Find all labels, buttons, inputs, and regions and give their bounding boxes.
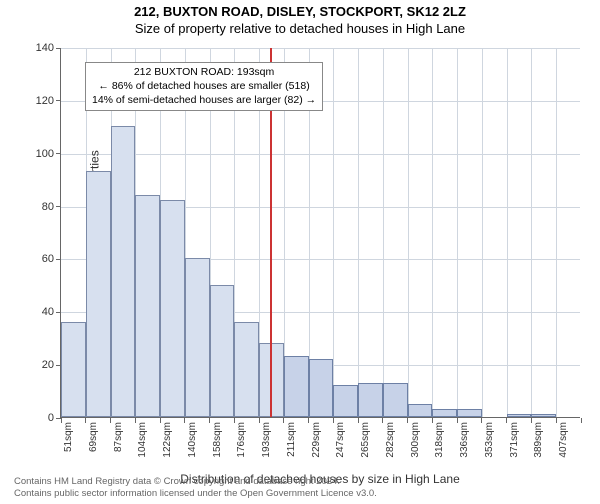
x-tick-label: 69sqm [88, 422, 99, 452]
bar-larger [284, 356, 309, 417]
x-tick-mark [382, 418, 383, 423]
x-tick-mark [259, 418, 260, 423]
bar-smaller [86, 171, 111, 417]
annotation-line-3: 14% of semi-detached houses are larger (… [92, 93, 316, 107]
footer-line-1: Contains HM Land Registry data © Crown c… [14, 476, 377, 488]
x-tick-mark [407, 418, 408, 423]
x-tick-label: 282sqm [385, 422, 396, 458]
x-tick-mark [209, 418, 210, 423]
y-tick-label: 20 [42, 359, 54, 371]
bar-larger [531, 414, 556, 417]
annotation-box: 212 BUXTON ROAD: 193sqm← 86% of detached… [85, 62, 323, 111]
bar-larger [432, 409, 457, 417]
bar-larger [358, 383, 383, 417]
y-tick-label: 80 [42, 201, 54, 213]
x-tick-label: 265sqm [360, 422, 371, 458]
x-tick-mark [135, 418, 136, 423]
x-tick-label: 371sqm [509, 422, 520, 458]
annotation-line-2: ← 86% of detached houses are smaller (51… [92, 79, 316, 93]
bar-larger [383, 383, 408, 417]
x-tick-label: 318sqm [434, 422, 445, 458]
x-tick-mark [308, 418, 309, 423]
y-tick-label: 40 [42, 306, 54, 318]
y-tick-label: 100 [36, 148, 54, 160]
x-tick-label: 211sqm [286, 422, 297, 457]
x-tick-label: 140sqm [187, 422, 198, 458]
x-tick-mark [481, 418, 482, 423]
title-subtitle: Size of property relative to detached ho… [0, 21, 600, 36]
footer-line-2: Contains public sector information licen… [14, 488, 377, 500]
bar-larger [309, 359, 334, 417]
bar-larger [408, 404, 433, 417]
x-tick-label: 336sqm [459, 422, 470, 458]
x-tick-label: 51sqm [63, 422, 74, 452]
x-tick-mark [506, 418, 507, 423]
y-tick-label: 0 [48, 412, 54, 424]
x-tick-label: 193sqm [261, 422, 272, 458]
x-tick-mark [160, 418, 161, 423]
footer-attribution: Contains HM Land Registry data © Crown c… [14, 476, 377, 500]
x-tick-mark [556, 418, 557, 423]
x-tick-label: 87sqm [113, 422, 124, 452]
x-tick-mark [432, 418, 433, 423]
bar-larger [507, 414, 532, 417]
bar-smaller [210, 285, 235, 417]
x-tick-mark [333, 418, 334, 423]
bar-smaller [111, 126, 136, 417]
x-tick-label: 300sqm [410, 422, 421, 458]
bar-larger [333, 385, 358, 417]
x-tick-mark [110, 418, 111, 423]
title-address: 212, BUXTON ROAD, DISLEY, STOCKPORT, SK1… [0, 4, 600, 19]
histogram-chart: 212 BUXTON ROAD: 193sqm← 86% of detached… [60, 48, 580, 418]
x-tick-mark [184, 418, 185, 423]
x-tick-label: 407sqm [558, 422, 569, 458]
bar-smaller [234, 322, 259, 417]
x-tick-mark [531, 418, 532, 423]
bar-smaller [61, 322, 86, 417]
x-tick-label: 176sqm [236, 422, 247, 458]
x-tick-label: 229sqm [311, 422, 322, 458]
y-tick-label: 60 [42, 253, 54, 265]
x-tick-mark [234, 418, 235, 423]
x-tick-mark [283, 418, 284, 423]
x-tick-label: 104sqm [137, 422, 148, 458]
x-tick-label: 389sqm [533, 422, 544, 458]
bar-smaller [185, 258, 210, 417]
x-tick-mark [85, 418, 86, 423]
x-tick-label: 158sqm [212, 422, 223, 458]
y-tick-label: 120 [36, 95, 54, 107]
annotation-line-1: 212 BUXTON ROAD: 193sqm [92, 65, 316, 79]
bar-larger [457, 409, 482, 417]
bar-smaller [160, 200, 185, 417]
x-tick-mark [358, 418, 359, 423]
y-tick-label: 140 [36, 42, 54, 54]
x-tick-mark [457, 418, 458, 423]
bar-smaller [135, 195, 160, 417]
plot-area: 212 BUXTON ROAD: 193sqm← 86% of detached… [60, 48, 580, 418]
x-tick-mark [61, 418, 62, 423]
x-tick-label: 353sqm [484, 422, 495, 458]
x-tick-mark [581, 418, 582, 423]
x-tick-label: 247sqm [335, 422, 346, 458]
x-tick-label: 122sqm [162, 422, 173, 458]
